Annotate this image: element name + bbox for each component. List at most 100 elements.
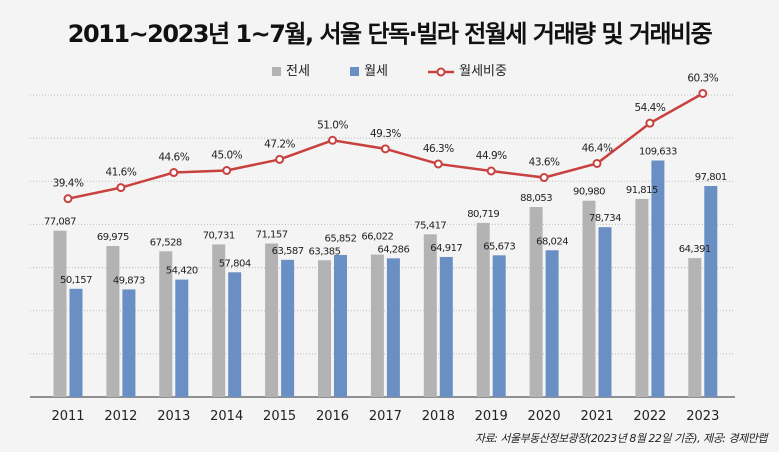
ratio-label: 45.0% [211, 150, 242, 162]
ratio-label: 60.3% [687, 72, 718, 84]
data-label: 50,157 [60, 275, 92, 286]
data-label: 71,157 [256, 230, 288, 241]
ratio-label: 46.3% [423, 143, 454, 155]
data-label: 66,022 [361, 231, 393, 242]
ratio-label: 39.4% [53, 178, 84, 190]
x-tick-label: 2020 [528, 409, 561, 424]
bar-jeonse [370, 254, 384, 397]
ratio-label: 54.4% [634, 102, 665, 114]
x-tick-label: 2011 [51, 409, 84, 424]
x-tick-label: 2022 [633, 409, 666, 424]
legend: 전세 월세 월세비중 [0, 60, 779, 79]
line-point [380, 144, 390, 154]
data-label: 109,633 [639, 147, 677, 158]
legend-swatch [272, 67, 282, 76]
ratio-label: 46.4% [582, 142, 613, 154]
bar-jeonse [688, 258, 702, 397]
data-label: 70,731 [203, 230, 235, 241]
data-label: 65,852 [325, 233, 357, 244]
bar-wolse [492, 255, 506, 397]
bar-wolse [598, 227, 612, 397]
line-point [539, 173, 549, 183]
line-point [433, 159, 443, 169]
ratio-label: 43.6% [529, 157, 560, 169]
x-tick-label: 2021 [580, 409, 613, 424]
bar-jeonse [106, 246, 120, 397]
bar-jeonse [318, 260, 331, 397]
data-label: 91,815 [626, 185, 658, 196]
data-label: 63,385 [309, 246, 341, 257]
data-label: 88,053 [520, 193, 552, 204]
line-point [63, 194, 73, 204]
ratio-label: 44.9% [476, 150, 507, 162]
bar-jeonse [529, 207, 543, 397]
line-point [328, 135, 337, 145]
x-tick-label: 2016 [316, 409, 349, 424]
bar-wolse [651, 160, 665, 397]
bar-wolse [122, 289, 136, 397]
line-point [592, 158, 602, 168]
legend-item-jeonse: 전세 [272, 60, 310, 79]
bar-wolse [439, 256, 453, 397]
chart-title: 2011~2023년 1~7월, 서울 단독·빌라 전월세 거래량 및 거래비중 [67, 20, 713, 48]
data-label: 75,417 [414, 220, 446, 231]
x-tick-label: 2013 [157, 409, 190, 424]
legend-swatch [350, 67, 360, 76]
ratio-label: 49.3% [370, 128, 401, 140]
bar-jeonse [53, 230, 67, 397]
bar-wolse [175, 279, 189, 397]
ratio-label: 41.6% [105, 167, 136, 179]
data-label: 65,673 [483, 241, 515, 252]
data-label: 64,286 [377, 244, 409, 255]
x-tick-label: 2014 [210, 409, 243, 424]
x-tick-label: 2015 [263, 409, 296, 424]
bar-wolse [386, 258, 400, 397]
line-point [486, 166, 496, 176]
legend-item-ratio: 월세비중 [428, 60, 507, 79]
legend-label: 월세 [364, 64, 388, 79]
data-label: 67,528 [150, 237, 182, 248]
bar-jeonse [212, 244, 226, 397]
data-label: 63,587 [272, 246, 304, 257]
legend-label: 월세비중 [459, 64, 507, 79]
bar-wolse [69, 288, 83, 397]
bar-jeonse [635, 198, 649, 397]
bar-jeonse [159, 251, 173, 397]
ratio-label: 51.0% [317, 119, 348, 131]
legend-item-wolse: 월세 [350, 60, 388, 79]
data-label: 77,087 [44, 217, 76, 228]
data-label: 97,801 [695, 172, 727, 183]
ratio-label: 47.2% [264, 138, 295, 150]
data-label: 68,024 [536, 236, 568, 247]
x-tick-label: 2023 [686, 409, 719, 424]
legend-line-marker [428, 67, 455, 76]
source-note: 자료: 서울부동산정보광장(2023년 8월 22일 기준), 제공: 경제만랩 [474, 432, 768, 445]
bar-wolse [545, 250, 559, 397]
bar-wolse [228, 272, 242, 397]
bar-wolse [281, 259, 295, 397]
x-tick-label: 2017 [369, 409, 402, 424]
bar-jeonse [582, 200, 596, 397]
data-label: 69,975 [97, 232, 129, 243]
data-label: 64,391 [679, 244, 711, 255]
ratio-label: 44.6% [158, 152, 189, 164]
bar-wolse [704, 186, 718, 397]
data-label: 57,804 [219, 258, 251, 269]
line-point [222, 166, 232, 175]
bar-wolse [334, 254, 347, 397]
line-point [169, 168, 179, 178]
line-point [275, 154, 285, 164]
line-point [116, 183, 126, 193]
bar-jeonse [423, 234, 437, 397]
line-point [645, 118, 655, 128]
x-tick-label: 2019 [475, 409, 508, 424]
data-label: 54,420 [166, 266, 198, 277]
line-point [698, 88, 708, 98]
bar-jeonse [476, 222, 490, 397]
x-tick-label: 2012 [104, 409, 137, 424]
x-tick-label: 2018 [422, 409, 455, 424]
data-label: 49,873 [113, 275, 145, 286]
bar-jeonse [265, 243, 279, 397]
